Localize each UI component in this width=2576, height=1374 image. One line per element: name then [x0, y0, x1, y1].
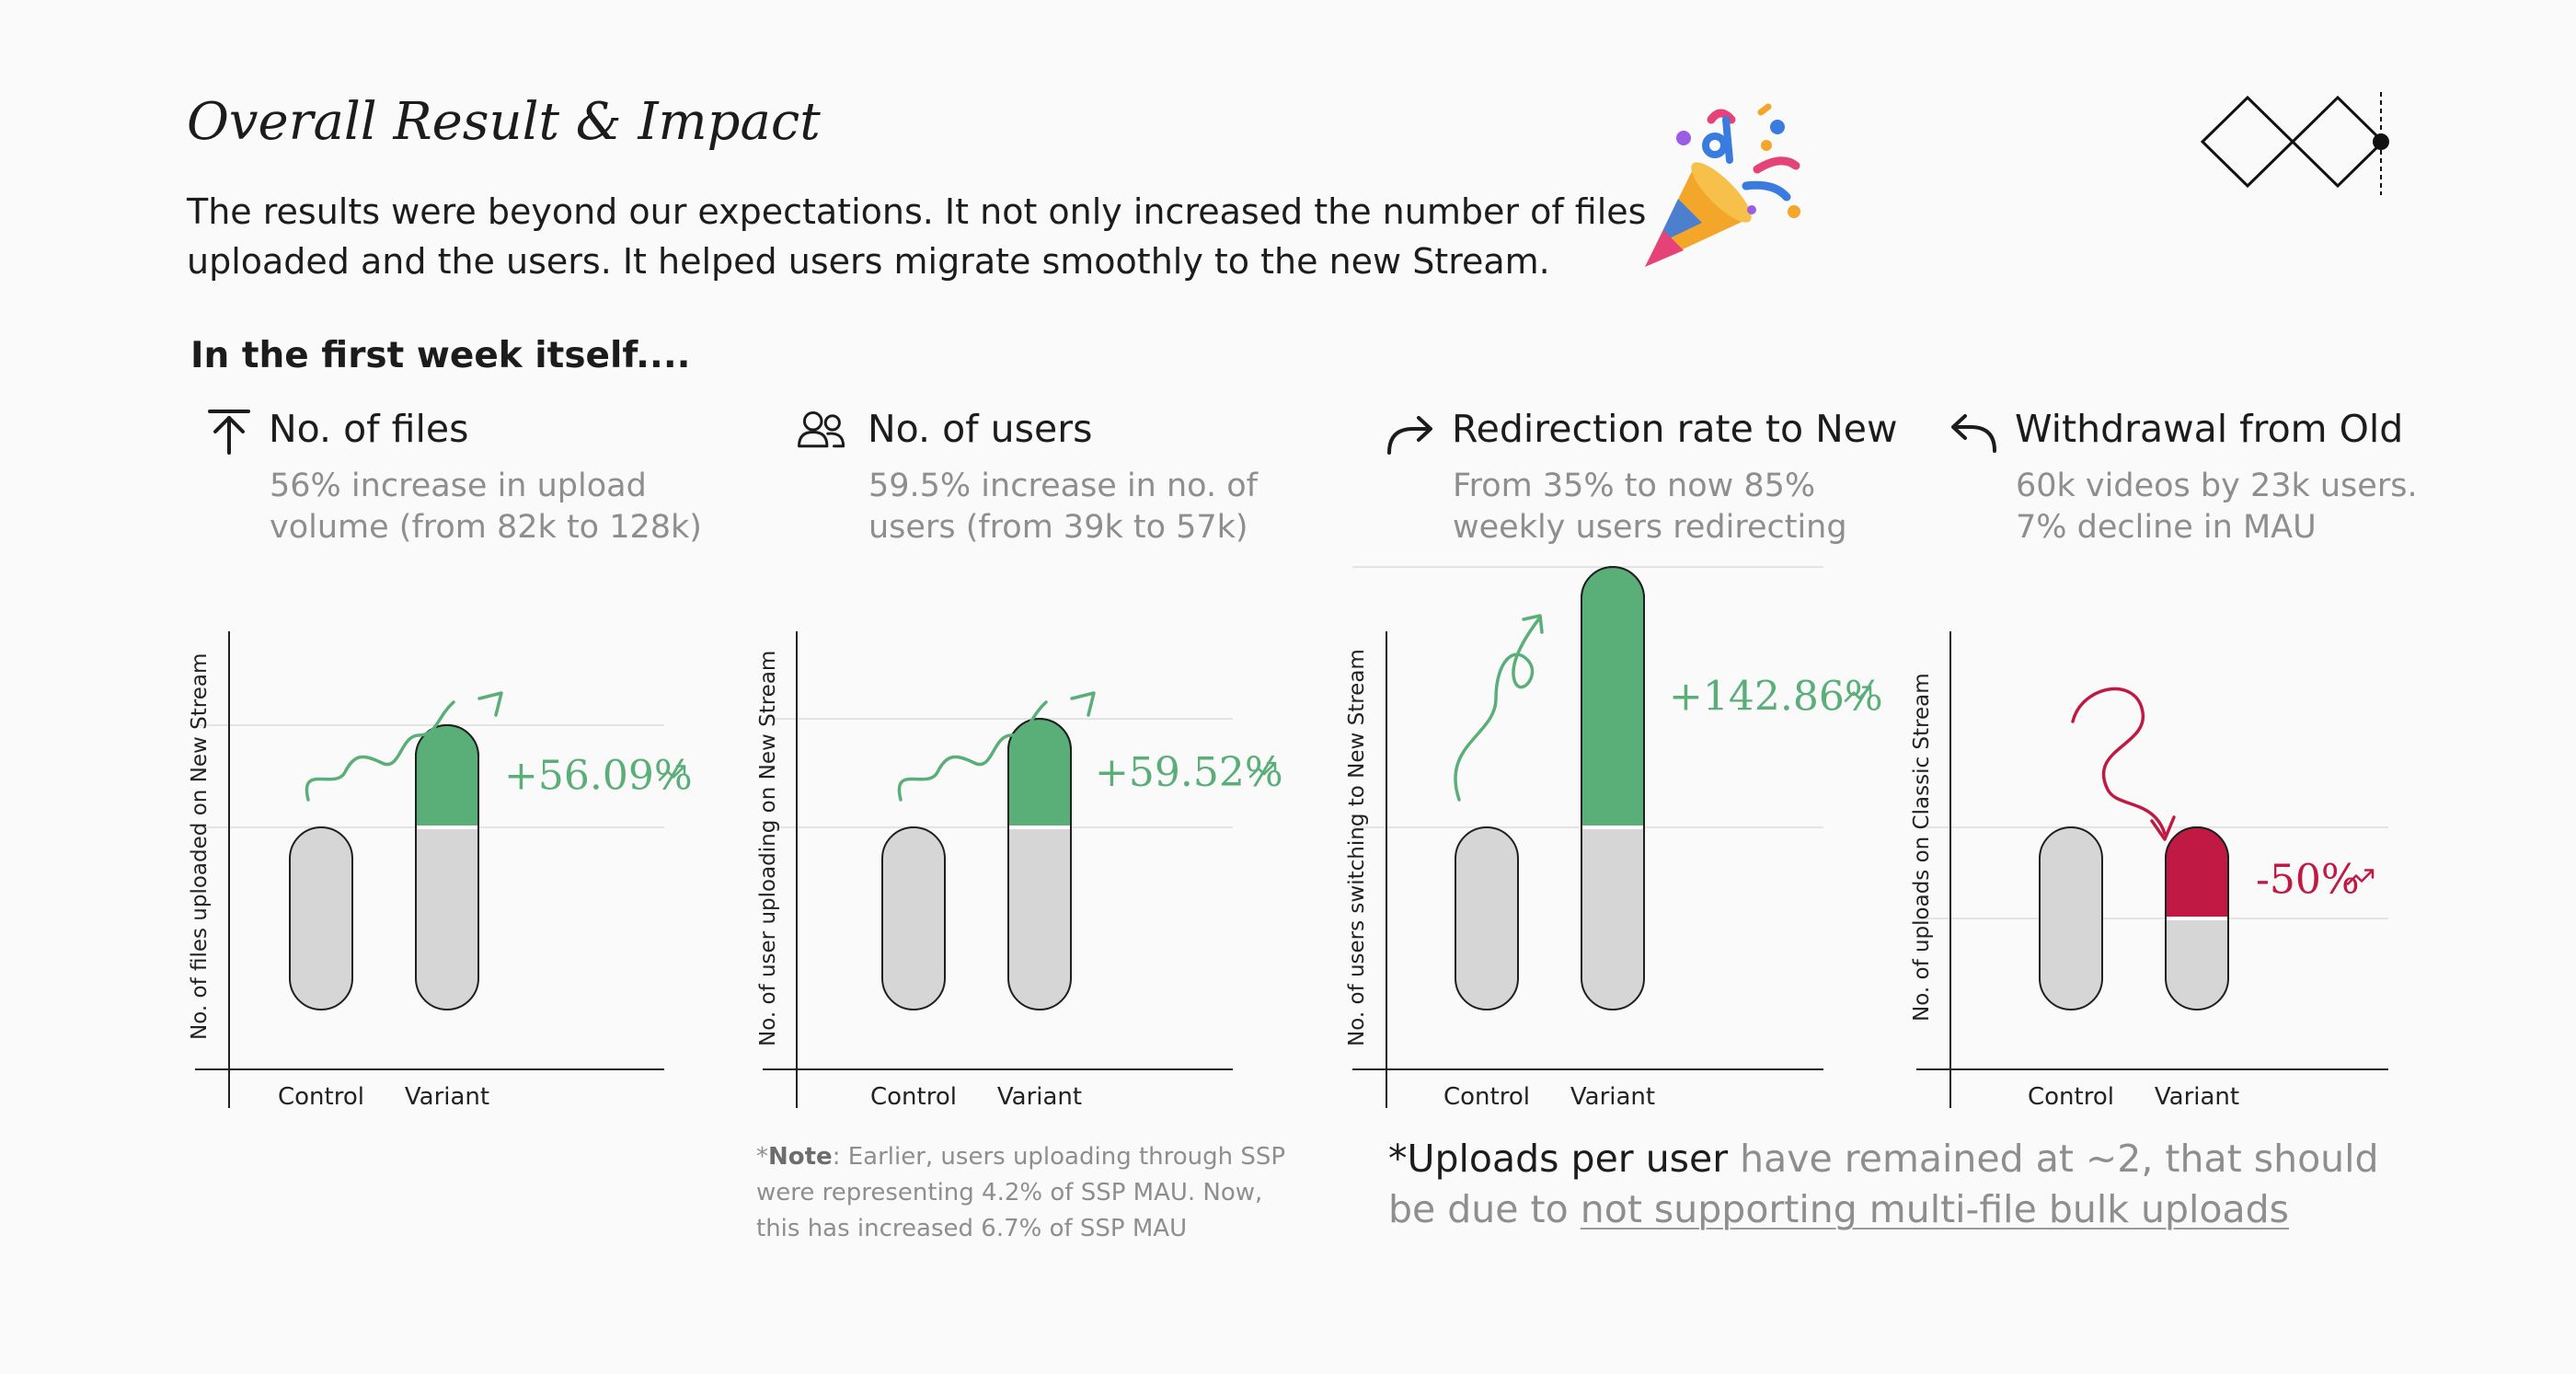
- metric-desc-line: volume (from 82k to 128k): [270, 509, 702, 546]
- change-value-label: -50%: [2256, 857, 2360, 904]
- bar-variant-increase-segment: [415, 723, 479, 828]
- trend-arrow-icon: [1248, 761, 1277, 779]
- metric-desc-line: weekly users redirecting: [1453, 509, 1847, 546]
- y-axis-label: No. of users switching to New Stream: [1345, 649, 1369, 1046]
- tick-label-control: Control: [1443, 1083, 1530, 1111]
- metric-heading-users: No. of users: [868, 407, 1093, 451]
- users-icon: [798, 410, 845, 448]
- y-axis-label: No. of user uploading on New Stream: [756, 651, 780, 1046]
- metric-desc-line: 60k videos by 23k users.: [2016, 468, 2418, 504]
- metric-desc-line: 56% increase in upload: [270, 468, 647, 504]
- squiggle-arrow-head-icon: [1070, 691, 1096, 717]
- metric-heading-files: No. of files: [269, 407, 469, 451]
- note-line-3: this has increased 6.7% of SSP MAU: [756, 1215, 1188, 1242]
- double-diamond-logo-icon: [2200, 92, 2389, 195]
- tick-label-variant: Variant: [405, 1083, 489, 1111]
- metric-desc-users: 59.5% increase in no. of users (from 39k…: [868, 466, 1258, 548]
- note-line-1: : Earlier, users uploading through SSP: [832, 1143, 1286, 1171]
- bar-variant-decrease-segment: [2165, 826, 2229, 919]
- trend-arrow-icon: [2346, 869, 2375, 885]
- y-axis-label: No. of uploads on Classic Stream: [1910, 673, 1934, 1022]
- change-value-label: +59.52%: [1095, 749, 1283, 796]
- note-prefix: *: [756, 1143, 768, 1171]
- footnote-underlined: not supporting multi-file bulk uploads: [1580, 1187, 2290, 1231]
- bar-variant-increase-segment: [1581, 566, 1645, 828]
- squiggle-arrow-icon: [305, 700, 455, 802]
- upload-arrow-icon: [208, 410, 250, 455]
- curly-arrow-icon: [2071, 687, 2167, 836]
- y-axis-label: No. of files uploaded on New Stream: [188, 653, 212, 1040]
- note-line-2: were representing 4.2% of SSP MAU. Now,: [756, 1179, 1263, 1207]
- note-text: *Note: Earlier, users uploading through …: [756, 1139, 1285, 1247]
- trend-arrow-icon: [658, 765, 686, 781]
- metric-desc-files: 56% increase in upload volume (from 82k …: [270, 466, 702, 548]
- change-value-label: +56.09%: [504, 752, 693, 799]
- metric-desc-line: 7% decline in MAU: [2016, 509, 2317, 546]
- redirect-arrow-icon: [1387, 416, 1432, 455]
- bar-variant-increase-segment: [1007, 718, 1072, 828]
- intro-text: The results were beyond our expectations…: [187, 187, 1647, 286]
- metric-desc-line: 59.5% increase in no. of: [868, 468, 1258, 504]
- footnote-line-1: have remained at ~2, that should: [1728, 1137, 2379, 1181]
- party-popper-icon: [1645, 103, 1800, 267]
- tick-label-control: Control: [278, 1083, 364, 1111]
- bar-control: [1455, 826, 1519, 1010]
- squiggle-arrow-icon: [897, 700, 1048, 802]
- footnote-line-2: be due to: [1388, 1187, 1581, 1231]
- metric-heading-redirection: Redirection rate to New: [1452, 407, 1898, 451]
- curly-arrow-head-icon: [2150, 815, 2176, 841]
- metric-desc-redirection: From 35% to now 85% weekly users redirec…: [1453, 466, 1847, 548]
- intro-line-1: The results were beyond our expectations…: [187, 191, 1647, 232]
- metric-heading-withdrawal: Withdrawal from Old: [2015, 407, 2404, 451]
- section-heading: In the first week itself....: [190, 335, 691, 376]
- metric-desc-line: From 35% to now 85%: [1453, 468, 1816, 504]
- return-arrow-icon: [1951, 414, 1996, 453]
- tick-label-variant: Variant: [2155, 1083, 2239, 1111]
- metric-desc-line: users (from 39k to 57k): [868, 509, 1248, 546]
- bar-control: [881, 826, 946, 1010]
- tick-label-variant: Variant: [997, 1083, 1082, 1111]
- bar-control: [289, 826, 353, 1010]
- page-title: Overall Result & Impact: [187, 92, 821, 152]
- metric-desc-withdrawal: 60k videos by 23k users. 7% decline in M…: [2016, 466, 2418, 548]
- note-bold: Note: [768, 1143, 833, 1171]
- tick-label-control: Control: [2028, 1083, 2114, 1111]
- tick-label-control: Control: [870, 1083, 957, 1111]
- bar-control: [2039, 826, 2103, 1010]
- trend-arrow-icon: [1844, 686, 1872, 702]
- tick-label-variant: Variant: [1570, 1083, 1655, 1111]
- uploads-per-user-footnote: *Uploads per user have remained at ~2, t…: [1388, 1134, 2379, 1235]
- loop-arrow-head-icon: [1522, 614, 1544, 634]
- squiggle-arrow-head-icon: [477, 691, 503, 717]
- footnote-emphasis: *Uploads per user: [1388, 1137, 1729, 1181]
- change-value-label: +142.86%: [1669, 674, 1883, 721]
- intro-line-2: uploaded and the users. It helped users …: [187, 241, 1550, 282]
- loop-arrow-icon: [1454, 616, 1542, 802]
